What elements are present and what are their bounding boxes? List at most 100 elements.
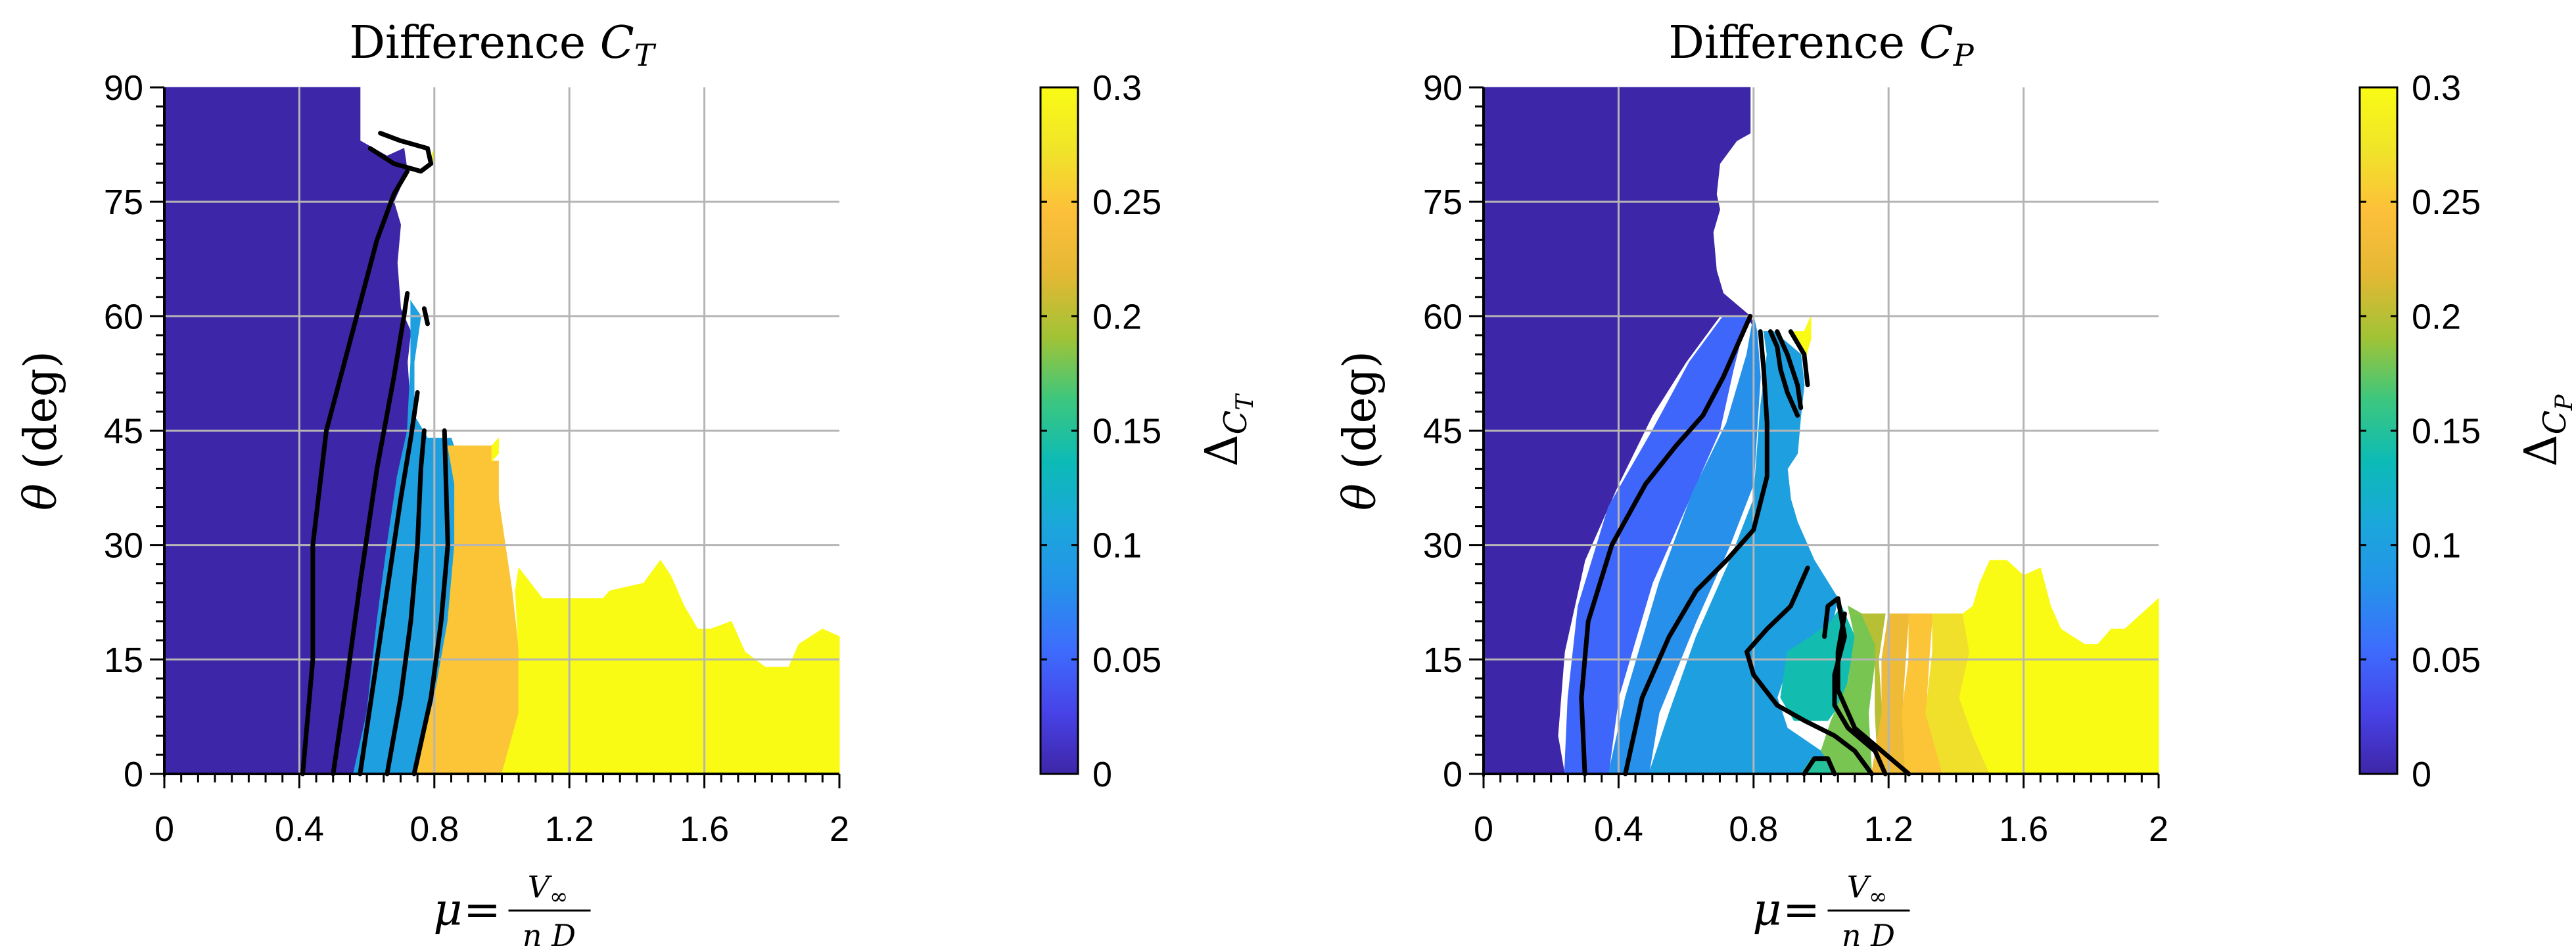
- y-tick-label: 60: [1423, 297, 1463, 336]
- chart-title: Difference CT: [349, 17, 656, 73]
- colorbar-label-subsubscript: P: [2551, 394, 2576, 411]
- y-tick-label: 90: [104, 68, 143, 108]
- y-tick-label: 15: [1423, 641, 1463, 680]
- contour-line-5: [411, 428, 450, 777]
- y-tick-label: 0: [1443, 755, 1463, 794]
- x-axis-label-numerator: V∞: [528, 869, 569, 910]
- colorbar-tick-label: 0: [1092, 755, 1112, 794]
- chart-panel-1: Difference CT0 0.4 0.8 1.2 1.6 20153045607590…: [15, 17, 1259, 948]
- x-tick-label: 0.4: [1594, 809, 1643, 849]
- contour-line-6: [1745, 566, 1874, 777]
- x-axis-label: μ = V∞ n D: [1752, 869, 1910, 948]
- chart-title-symbol: C: [1919, 17, 1954, 69]
- contour-lines: [300, 131, 450, 777]
- contour-lines: [1579, 313, 1911, 777]
- y-tick-label: 45: [1423, 412, 1463, 451]
- contour-line-4: [385, 428, 427, 777]
- numerator-subscript: ∞: [1869, 884, 1887, 910]
- y-axis-label-symbol: θ: [1334, 484, 1386, 510]
- colorbar-tick-label: 0.25: [1092, 183, 1161, 222]
- colorbar-tick-label: 0.05: [1092, 641, 1161, 680]
- contour-line-1: [1579, 313, 1753, 777]
- colorbar-tick-label: 0.15: [1092, 412, 1161, 451]
- colorbar: 0 0.05 0.1 0.15 0.2 0.25 0.3 ΔCT: [1039, 68, 1259, 794]
- chart-panel-2: Difference CP0 0.4 0.8 1.2 1.6 20153045607590…: [1334, 17, 2576, 948]
- grid-lines: [1484, 87, 2159, 774]
- contour-line-6: [367, 131, 434, 174]
- axis-ticks: [150, 86, 841, 788]
- colorbar-tick-label: 0.2: [2412, 297, 2461, 336]
- contour-line-8: [1835, 611, 1911, 777]
- colorbar-label-subsubscript: T: [1232, 393, 1259, 411]
- colorbar-tick-label: 0.2: [1092, 297, 1142, 336]
- contour-line-2: [1623, 329, 1769, 777]
- axis-ticks: [1469, 86, 2160, 788]
- colorbar-label-symbol: Δ: [2516, 434, 2567, 466]
- x-tick-label: 2: [2149, 809, 2168, 849]
- colorbar-label-subscript: C: [1217, 411, 1254, 435]
- numerator-subscript: ∞: [550, 884, 568, 910]
- colorbar-label: ΔCP: [2516, 394, 2576, 467]
- y-axis-label: θ (deg): [15, 351, 67, 510]
- contour-line-5: [1788, 329, 1810, 388]
- colorbar-label: ΔCT: [1196, 393, 1259, 467]
- filled-region-5: [491, 437, 499, 463]
- chart-title-subscript: T: [634, 37, 657, 73]
- x-tick-label: 1.2: [545, 809, 594, 849]
- colorbar-tick-label: 0.1: [1092, 526, 1142, 566]
- y-tick-label: 0: [124, 755, 143, 794]
- y-tick-label: 75: [1423, 183, 1463, 222]
- y-tick-label: 75: [104, 183, 143, 222]
- contour-line-3: [358, 390, 420, 777]
- colorbar-label-subscript: C: [2537, 411, 2573, 435]
- numerator-symbol: V: [1847, 869, 1872, 905]
- colorbar-tick-label: 0.3: [2412, 68, 2461, 108]
- y-tick-label: 45: [104, 412, 143, 451]
- colorbar-tick-label: 0: [2412, 755, 2431, 794]
- x-tick-label: 1.2: [1864, 809, 1913, 849]
- y-tick-label: 90: [1423, 68, 1463, 108]
- x-axis-label-equals: =: [463, 884, 501, 936]
- filled-region-12: [1959, 560, 2159, 775]
- colorbar-tick-label: 0.1: [2412, 526, 2461, 566]
- x-axis-label-equals: =: [1783, 884, 1820, 936]
- chart-panels: Difference CT0 0.4 0.8 1.2 1.6 20153045607590…: [15, 17, 2576, 948]
- chart-title-text: Difference: [349, 17, 599, 69]
- x-axis-label-symbol: μ: [433, 884, 462, 936]
- x-tick-label: 0.8: [410, 809, 459, 849]
- contour-line-4: [1775, 329, 1804, 411]
- x-tick-label: 0: [154, 809, 174, 849]
- grid-lines: [164, 87, 839, 774]
- colorbar-label-symbol: Δ: [1196, 434, 1248, 466]
- numerator-symbol: V: [528, 869, 553, 905]
- x-tick-label: 1.6: [1999, 809, 2048, 849]
- y-axis-label-unit: (deg): [15, 351, 67, 484]
- y-axis-label: θ (deg): [1334, 351, 1386, 510]
- x-tick-label: 2: [830, 809, 849, 849]
- x-axis-label: μ = V∞ n D: [433, 869, 591, 948]
- x-tick-label: 0.8: [1729, 809, 1778, 849]
- chart-title-symbol: C: [600, 17, 634, 69]
- contour-line-7: [1822, 596, 1888, 777]
- colorbar-tick-label: 0.25: [2412, 183, 2481, 222]
- x-axis-label-denominator: n D: [523, 918, 576, 948]
- colorbar: 0 0.05 0.1 0.15 0.2 0.25 0.3 ΔCP: [2358, 68, 2576, 794]
- chart-title-text: Difference: [1668, 17, 1919, 69]
- y-tick-label: 60: [104, 297, 143, 336]
- y-tick-label: 30: [1423, 526, 1463, 566]
- contour-line-2: [331, 291, 410, 777]
- x-axis-label-symbol: μ: [1752, 884, 1781, 936]
- chart-title-subscript: P: [1953, 37, 1975, 73]
- x-axis-label-numerator: V∞: [1847, 869, 1888, 910]
- y-tick-label: 30: [104, 526, 143, 566]
- x-tick-label: 0.4: [275, 809, 324, 849]
- y-axis-label-symbol: θ: [15, 484, 67, 510]
- x-tick-label: 1.6: [680, 809, 729, 849]
- x-tick-label: 0: [1474, 809, 1493, 849]
- chart-title: Difference CP: [1668, 17, 1974, 73]
- colorbar-tick-label: 0.3: [1092, 68, 1142, 108]
- contour-line-1: [300, 169, 410, 777]
- colorbar-tick-label: 0.15: [2412, 412, 2481, 451]
- x-axis-label-denominator: n D: [1842, 918, 1895, 948]
